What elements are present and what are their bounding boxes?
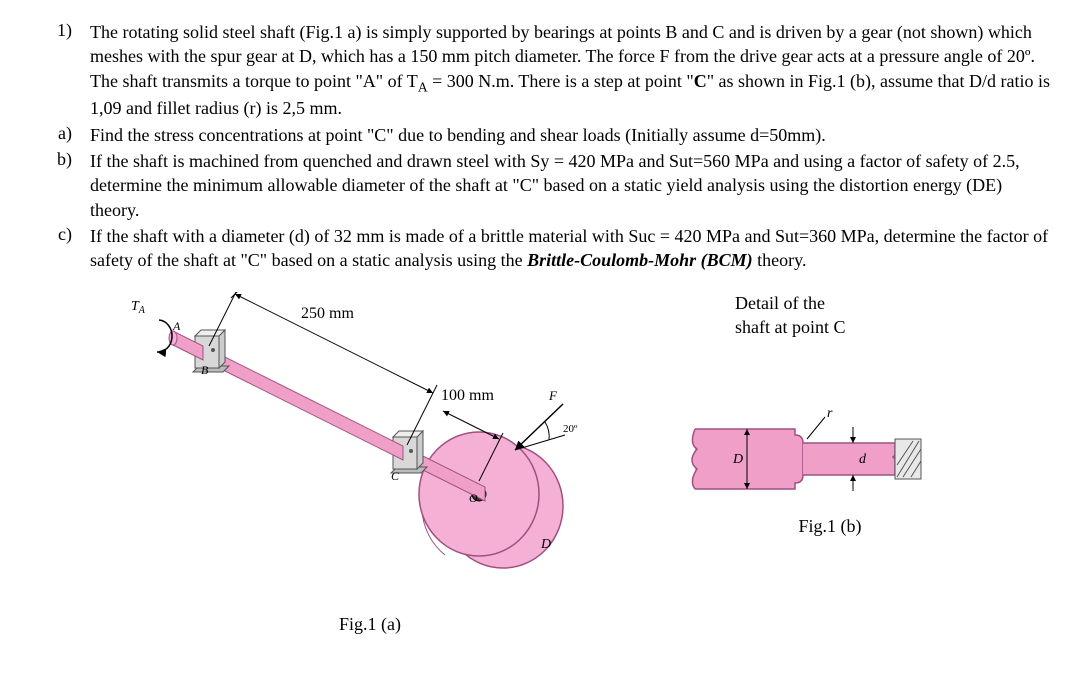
label-ta: TA: [131, 299, 146, 316]
label-r: r: [827, 406, 833, 421]
label-d: D: [540, 537, 551, 552]
part-a-text: Find the stress concentrations at point …: [90, 123, 1050, 147]
figure-b: Detail of the shaft at point C: [675, 292, 985, 537]
figure-a-caption: Fig.1 (a): [95, 614, 645, 635]
figures-container: TA A B C D O F 20º 250 mm 100 mm Fig.1 (…: [30, 292, 1050, 635]
label-a: A: [172, 319, 181, 333]
main-text-sub-a: A: [418, 79, 428, 94]
figure-b-svg: r D d: [675, 399, 935, 509]
part-c-label: c): [30, 224, 90, 273]
detail-line-1: Detail of the: [735, 293, 825, 313]
part-c-bcm: Brittle-Coulomb-Mohr (BCM): [527, 250, 753, 270]
figure-a: TA A B C D O F 20º 250 mm 100 mm Fig.1 (…: [95, 292, 645, 635]
label-b: B: [201, 363, 209, 377]
detail-line-2: shaft at point C: [735, 317, 846, 337]
label-angle: 20º: [563, 423, 578, 435]
label-f: F: [548, 388, 558, 403]
part-a-label: a): [30, 123, 90, 147]
label-o: O: [469, 491, 478, 505]
part-b-text: If the shaft is machined from quenched a…: [90, 149, 1050, 222]
question-number: 1): [30, 20, 90, 121]
main-text-2: = 300 N.m. There is a step at point ": [428, 71, 694, 91]
part-c-text-2: theory.: [753, 250, 807, 270]
dim-100: 100 mm: [441, 387, 494, 404]
part-c-text: If the shaft with a diameter (d) of 32 m…: [90, 224, 1050, 273]
dim-250: 250 mm: [301, 305, 354, 322]
figure-b-caption: Fig.1 (b): [675, 516, 985, 537]
figure-a-svg: TA A B C D O F 20º 250 mm 100 mm: [95, 292, 645, 592]
main-text-bold-c: C: [694, 71, 707, 91]
part-b-label: b): [30, 149, 90, 222]
question-main-text: The rotating solid steel shaft (Fig.1 a)…: [90, 20, 1050, 121]
label-big-d: D: [732, 452, 743, 467]
label-c: C: [391, 469, 400, 483]
label-small-d: d: [859, 452, 867, 467]
